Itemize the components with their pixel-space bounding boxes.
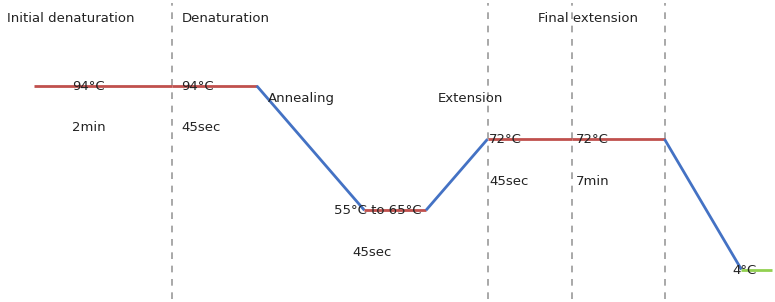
Text: Annealing: Annealing — [268, 92, 336, 105]
Text: 94°C: 94°C — [181, 80, 214, 93]
Text: 2min: 2min — [72, 121, 105, 134]
Text: Initial denaturation: Initial denaturation — [7, 12, 134, 25]
Text: 45sec: 45sec — [353, 246, 392, 259]
Text: 72°C: 72°C — [489, 133, 522, 146]
Text: Extension: Extension — [438, 92, 503, 105]
Text: Final extension: Final extension — [538, 12, 638, 25]
Text: 72°C: 72°C — [576, 133, 609, 146]
Text: 94°C: 94°C — [72, 80, 105, 93]
Text: Denaturation: Denaturation — [181, 12, 269, 25]
Text: 45sec: 45sec — [489, 175, 529, 188]
Text: 55°C to 65°C: 55°C to 65°C — [334, 204, 421, 217]
Text: 7min: 7min — [576, 175, 610, 188]
Text: 4°C: 4°C — [732, 264, 756, 277]
Text: 45sec: 45sec — [181, 121, 221, 134]
